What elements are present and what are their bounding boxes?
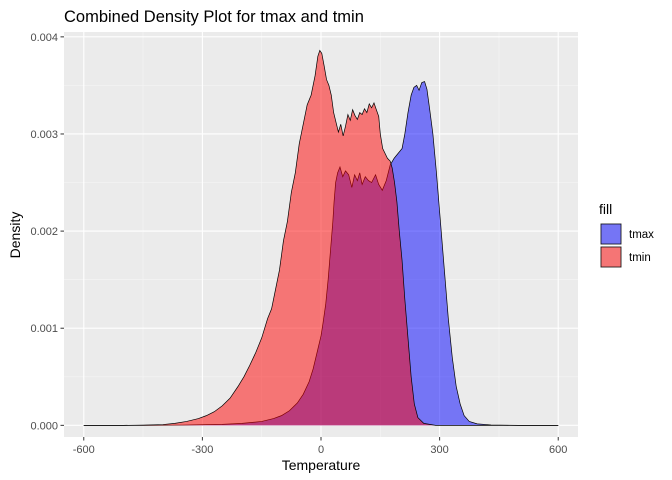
legend-title: fill — [599, 201, 612, 217]
legend-label-tmax: tmax — [629, 229, 654, 241]
y-tick-label: 0.000 — [30, 420, 58, 432]
y-tick-label: 0.001 — [30, 323, 58, 335]
y-axis: 0.000 0.001 0.002 0.003 0.004 — [30, 32, 64, 432]
density-area-tmin — [83, 50, 559, 426]
density-areas — [83, 49, 559, 426]
legend-swatch-tmax — [600, 223, 622, 245]
y-tick-label: 0.002 — [30, 226, 58, 238]
density-outline-tmin — [83, 49, 559, 426]
legend-swatch-tmin — [600, 246, 622, 268]
chart-title: Combined Density Plot for tmax and tmin — [64, 8, 364, 26]
density-area-tmax — [83, 81, 559, 426]
x-tick-label: -600 — [73, 444, 95, 456]
legend: fill tmax tmin — [599, 201, 654, 268]
x-tick-label: 0 — [318, 444, 324, 456]
x-tick-label: -300 — [191, 444, 213, 456]
x-tick-label: 300 — [430, 444, 448, 456]
y-tick-label: 0.003 — [30, 129, 58, 141]
x-tick-label: 600 — [549, 444, 567, 456]
x-axis: -600 -300 0 300 600 — [73, 437, 567, 456]
legend-items: tmax tmin — [600, 223, 654, 268]
x-axis-title: Temperature — [282, 457, 361, 473]
legend-label-tmin: tmin — [629, 252, 651, 264]
y-axis-title: Density — [7, 212, 23, 259]
y-tick-label: 0.004 — [30, 32, 58, 44]
